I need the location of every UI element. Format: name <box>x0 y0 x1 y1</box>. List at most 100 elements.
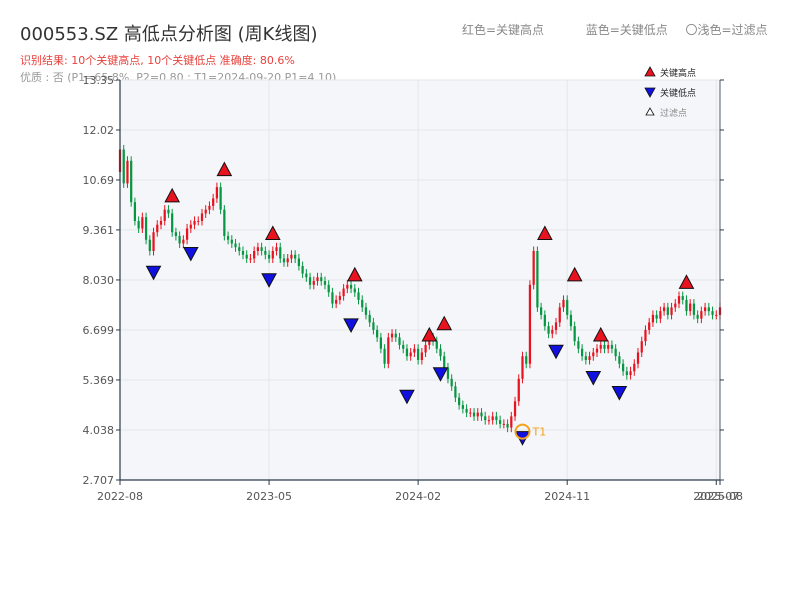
candle-body <box>450 378 453 387</box>
candle-body <box>443 356 446 368</box>
candle-body <box>435 341 438 349</box>
candle-body <box>320 277 323 282</box>
candle-body <box>159 220 163 225</box>
legend-high-symbol <box>644 66 656 77</box>
key-high-marker <box>264 225 281 240</box>
candle-body <box>197 220 200 222</box>
candle-body <box>420 352 423 360</box>
candle-body <box>316 277 319 282</box>
candle-body <box>148 239 151 252</box>
candle-body <box>461 405 464 409</box>
candle-body <box>253 251 256 259</box>
key-high-marker <box>537 225 553 240</box>
candle-body <box>465 408 468 413</box>
candle-body <box>249 258 252 260</box>
candle-body <box>532 251 535 285</box>
key-high-marker <box>421 326 438 342</box>
candle-body <box>182 239 185 244</box>
top-legend-high: 红色=关键高点 <box>462 23 545 37</box>
pivot-markers: T1 <box>145 161 695 446</box>
candle-body <box>454 386 457 398</box>
candle-body <box>308 277 312 285</box>
candle-body <box>528 284 532 364</box>
candle-body <box>651 314 655 323</box>
x-tick-label: 2024-11 <box>544 490 590 503</box>
candle-body <box>607 344 610 349</box>
candle-body <box>394 333 397 338</box>
candle-body <box>621 363 625 372</box>
candle-body <box>703 307 707 312</box>
x-tick-label: 2025-08 <box>697 490 743 503</box>
key-low-marker <box>261 273 277 288</box>
candle-body <box>193 220 196 225</box>
candle-body <box>614 348 617 357</box>
candle-body <box>208 205 211 210</box>
candle-body <box>141 217 144 229</box>
candle-body <box>525 356 528 364</box>
candle-body <box>398 337 401 345</box>
candle-body <box>234 243 237 248</box>
candles <box>118 145 722 433</box>
candle-body <box>156 224 159 233</box>
candle-body <box>361 299 364 308</box>
candle-body <box>372 322 375 330</box>
candle-body <box>510 416 513 428</box>
candle-body <box>480 412 483 417</box>
candle-body <box>189 224 192 229</box>
key-high-marker <box>678 274 695 289</box>
candle-body <box>279 247 282 259</box>
key-low-marker <box>343 318 359 333</box>
candle-body <box>238 247 241 252</box>
key-high-marker <box>346 266 363 282</box>
candle-body <box>376 329 379 338</box>
legend-low-symbol <box>644 87 656 98</box>
x-tick-label: 2022-08 <box>97 490 143 503</box>
candle-body <box>212 198 215 206</box>
chart-title: 000553.SZ 高低点分析图 (周K线图) <box>20 24 318 45</box>
candle-body <box>200 213 204 221</box>
candle-body <box>584 356 587 360</box>
candle-body <box>547 326 550 334</box>
key-low-marker <box>399 389 415 405</box>
candle-body <box>506 423 509 428</box>
candle-body <box>439 348 442 357</box>
result-summary: 识别结果: 10个关键高点, 10个关键低点 准确度: 80.6% <box>20 54 295 67</box>
candle-body <box>368 314 371 323</box>
key-high-marker <box>436 315 453 331</box>
candle-body <box>543 314 546 327</box>
legend-label: 关键高点 <box>660 67 696 79</box>
candle-body <box>521 356 524 379</box>
candle-body <box>666 307 669 315</box>
candle-body <box>499 420 502 424</box>
candle-body <box>267 254 271 259</box>
y-tick-label: 10.69 <box>83 174 115 187</box>
candle-body <box>409 352 412 357</box>
y-tick-label: 2.707 <box>83 474 115 487</box>
candle-body <box>335 299 338 304</box>
top-legend-filtered: 〇浅色=过滤点 <box>685 23 768 37</box>
top-legend: 红色=关键高点 蓝色=关键低点 〇浅色=过滤点 <box>462 21 768 38</box>
y-tick-label: 8.030 <box>83 274 115 287</box>
axes: 2.707 4.038 5.369 6.699 8.030 9.361 10.69 12.02… <box>83 74 743 503</box>
candle-body <box>540 307 543 315</box>
candle-body <box>297 258 300 267</box>
candle-body <box>390 333 394 338</box>
candle-body <box>484 416 487 421</box>
candle-body <box>640 341 643 353</box>
candle-body <box>353 288 356 293</box>
candle-body <box>674 303 677 308</box>
candle-body <box>655 314 658 319</box>
candle-body <box>312 281 315 285</box>
candle-body <box>625 371 628 376</box>
candle-body <box>681 296 684 300</box>
candle-body <box>379 337 382 349</box>
candle-body <box>204 209 207 214</box>
candle-body <box>383 348 386 364</box>
candle-body <box>260 247 263 252</box>
candle-body <box>592 352 595 357</box>
y-tick-label: 13.35 <box>83 74 115 87</box>
candle-body <box>495 416 498 421</box>
candle-body <box>696 314 699 319</box>
